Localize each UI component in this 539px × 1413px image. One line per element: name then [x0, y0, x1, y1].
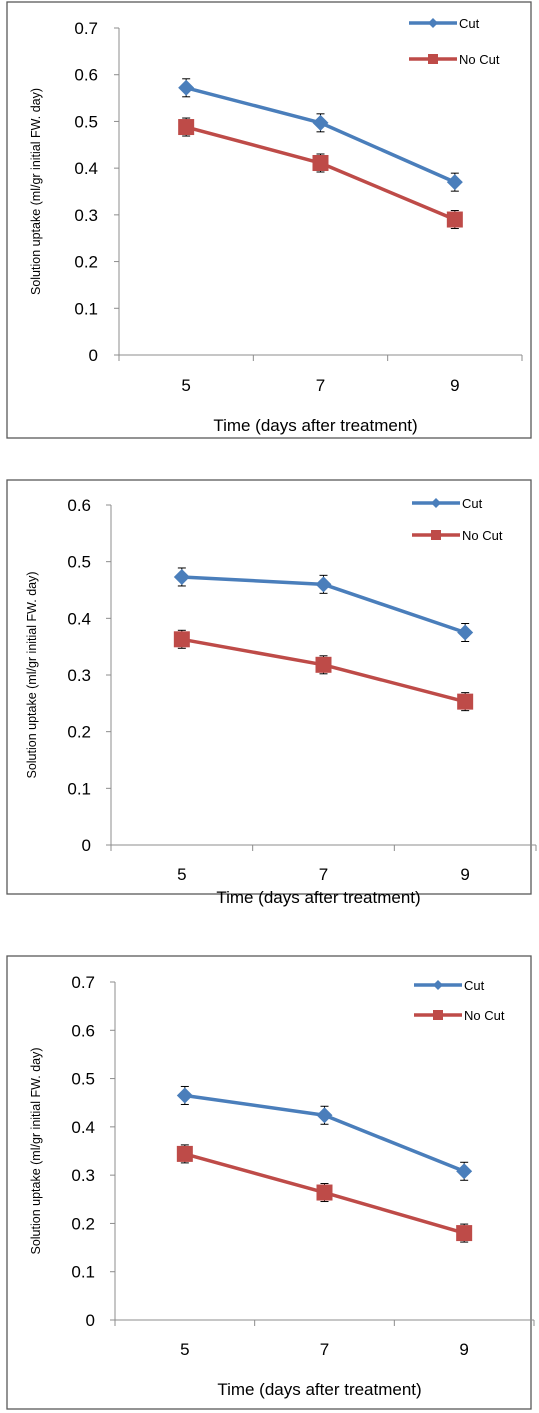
data-point-no-cut [315, 656, 332, 673]
y-tick-label: 0.3 [74, 206, 98, 225]
y-tick-label: 0.4 [67, 609, 91, 628]
y-axis-title: Solution uptake (ml/gr initial FW. day) [25, 571, 39, 778]
y-tick-label: 0 [86, 1311, 95, 1330]
x-tick-label: 9 [459, 1340, 468, 1359]
x-tick-label: 7 [320, 1340, 329, 1359]
legend-marker [428, 54, 438, 64]
data-point-cut [315, 576, 332, 593]
y-tick-label: 0.5 [71, 1070, 95, 1089]
y-axis-title: Solution uptake (ml/gr initial FW. day) [29, 1047, 43, 1254]
chart-frame [6, 955, 532, 1410]
x-axis-title: Time (days after treatment) [216, 888, 420, 907]
chart-panel-3: 0 0.1 0.2 0.3 0.4 0.5 0.6 0.7 5 7 9 Time (days afte… [0, 954, 539, 1413]
legend-label: Cut [459, 16, 480, 31]
line-chart-3: 0 0.1 0.2 0.3 0.4 0.5 0.6 0.7 5 7 9 Time (days afte… [6, 955, 535, 1410]
y-tick-label: 0.3 [71, 1166, 95, 1185]
data-point-cut [456, 1163, 473, 1180]
y-tick-label: 0.6 [74, 66, 98, 85]
data-point-cut [178, 79, 195, 96]
y-tick-label: 0 [82, 836, 91, 855]
y-tick-label: 0.4 [71, 1118, 95, 1137]
data-point-cut [173, 568, 190, 585]
data-point-no-cut [312, 155, 329, 172]
x-tick-label: 7 [319, 865, 328, 884]
y-tick-label: 0.1 [71, 1263, 95, 1282]
data-point-no-cut [176, 1145, 193, 1162]
x-tick-label: 9 [460, 865, 469, 884]
data-point-cut [316, 1107, 333, 1124]
line-chart-1: 0 0.1 0.2 0.3 0.4 0.5 0.6 0.7 5 7 9 Time (days afte… [6, 1, 532, 439]
x-axis-title: Time (days after treatment) [213, 416, 417, 435]
x-axis-title: Time (days after treatment) [217, 1380, 421, 1399]
data-point-no-cut [456, 1225, 473, 1242]
x-tick-label: 5 [181, 376, 190, 395]
chart-panel-2: 0 0.1 0.2 0.3 0.4 0.5 0.6 5 7 9 Time (days after t… [0, 478, 539, 907]
y-tick-label: 0 [89, 346, 98, 365]
data-point-no-cut [446, 211, 463, 228]
line-chart-2: 0 0.1 0.2 0.3 0.4 0.5 0.6 5 7 9 Time (days after t… [6, 479, 537, 907]
y-tick-label: 0.5 [67, 553, 91, 572]
y-tick-label: 0.6 [71, 1021, 95, 1040]
chart-frame [6, 479, 532, 895]
y-tick-label: 0.5 [74, 112, 98, 131]
y-tick-label: 0.4 [74, 159, 98, 178]
chart-panel-1: 0 0.1 0.2 0.3 0.4 0.5 0.6 0.7 5 7 9 Time (days afte… [0, 0, 539, 442]
data-point-no-cut [173, 631, 190, 648]
legend-marker [431, 498, 441, 508]
legend-marker [433, 980, 443, 990]
data-point-cut [176, 1087, 193, 1104]
data-point-no-cut [457, 693, 474, 710]
legend-label: No Cut [459, 52, 500, 67]
y-tick-label: 0.1 [67, 779, 91, 798]
y-axis-title: Solution uptake (ml/gr initial FW. day) [29, 88, 43, 295]
y-tick-label: 0.2 [67, 723, 91, 742]
data-point-cut [312, 114, 329, 131]
x-tick-label: 7 [316, 376, 325, 395]
legend-label: Cut [464, 978, 485, 993]
y-tick-label: 0.1 [74, 299, 98, 318]
data-point-no-cut [316, 1184, 333, 1201]
data-point-cut [446, 174, 463, 191]
y-tick-label: 0.3 [67, 666, 91, 685]
legend-marker [433, 1010, 443, 1020]
legend-label: Cut [462, 496, 483, 511]
data-point-no-cut [178, 119, 195, 136]
x-tick-label: 9 [450, 376, 459, 395]
x-tick-label: 5 [180, 1340, 189, 1359]
legend-marker [431, 530, 441, 540]
y-tick-label: 0.2 [71, 1214, 95, 1233]
legend-label: No Cut [462, 528, 503, 543]
y-tick-label: 0.2 [74, 253, 98, 272]
y-tick-label: 0.7 [74, 19, 98, 38]
x-tick-label: 5 [177, 865, 186, 884]
y-tick-label: 0.7 [71, 973, 95, 992]
chart-frame [6, 1, 532, 439]
legend-marker [428, 18, 438, 28]
y-tick-label: 0.6 [67, 496, 91, 515]
legend-label: No Cut [464, 1008, 505, 1023]
data-point-cut [457, 624, 474, 641]
